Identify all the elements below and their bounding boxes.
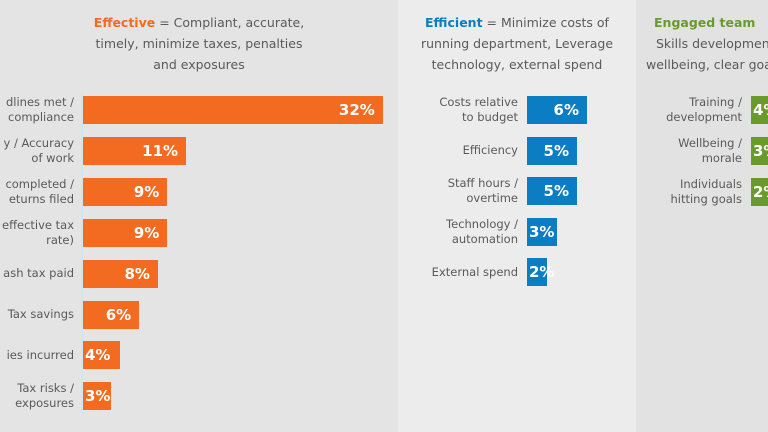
effective-category-label: completed / eturns filed <box>5 177 74 207</box>
engaged-value-label: 4% <box>753 101 768 119</box>
category-label-line: ash tax paid <box>3 266 74 281</box>
category-label-line: effective tax <box>2 217 74 232</box>
category-label-line: hitting goals <box>670 192 742 206</box>
effective-value-label: 6% <box>105 305 132 324</box>
effective-value-label: 11% <box>142 141 179 160</box>
category-label-line: External spend <box>431 264 518 279</box>
effective-bar: 3% <box>83 382 112 411</box>
efficient-bar: 6% <box>527 96 587 124</box>
engaged-category-label: Training / development <box>666 95 742 125</box>
efficient-value-label: 5% <box>543 182 569 201</box>
category-label-line: Training / <box>689 95 742 109</box>
category-label-line: morale <box>701 151 742 165</box>
engaged-subtitle-2: wellbeing, clear goals <box>646 57 768 72</box>
effective-subtitle-2: and exposures <box>153 57 245 72</box>
engaged-category-label: Individuals hitting goals <box>670 177 742 207</box>
effective-category-label: Tax savings <box>8 307 74 322</box>
effective-bar: 11% <box>83 136 187 165</box>
category-label-line: exposures <box>15 396 74 411</box>
effective-axis <box>81 92 83 414</box>
effective-bar: 9% <box>83 218 168 247</box>
category-label-line: development <box>666 110 742 124</box>
category-label-line: overtime <box>466 191 518 206</box>
effective-value-label: 32% <box>338 101 375 119</box>
efficient-value-label: 5% <box>543 141 569 160</box>
effective-subtitle-1: timely, minimize taxes, penalties <box>95 36 303 51</box>
effective-bar: 4% <box>83 341 121 370</box>
efficient-bar: 3% <box>527 217 557 246</box>
efficient-value-label: 2% <box>529 263 555 282</box>
efficient-title: Efficient <box>425 15 483 30</box>
engaged-bar: 3% <box>751 137 768 165</box>
category-label-line: Staff hours / <box>447 176 518 191</box>
effective-bar: 8% <box>83 259 158 288</box>
effective-value-label: 8% <box>124 264 150 283</box>
engaged-bar: 4% <box>751 96 768 124</box>
category-label-line: ies incurred <box>6 347 74 362</box>
engaged-value-label: 2% <box>753 183 768 201</box>
effective-category-label: ash tax paid <box>3 266 74 281</box>
engaged-panel: Engaged team Skills development, wellbei… <box>636 0 768 432</box>
category-label-line: compliance <box>8 110 74 124</box>
efficient-panel: Efficient = Minimize costs of running de… <box>398 0 636 432</box>
engaged-header: Engaged team Skills development, wellbei… <box>636 12 768 75</box>
category-label-line: Individuals <box>680 177 742 191</box>
effective-title-rest: = Compliant, accurate, <box>155 15 305 30</box>
efficient-category-label: Costs relative to budget <box>439 95 518 125</box>
efficient-category-label: Technology / automation <box>446 217 518 247</box>
category-label-line: to budget <box>462 110 518 124</box>
effective-panel: Effective = Compliant, accurate, timely,… <box>0 0 398 432</box>
effective-header: Effective = Compliant, accurate, timely,… <box>0 12 398 75</box>
effective-category-label: effective tax rate) <box>2 218 74 248</box>
efficient-category-label: External spend <box>432 265 518 280</box>
efficient-subtitle-1: running department, Leverage <box>420 36 614 51</box>
engaged-category-label: Wellbeing / morale <box>678 136 742 166</box>
category-label-line: Technology / <box>446 216 518 231</box>
effective-category-label: Tax risks / exposures <box>15 381 74 411</box>
category-label-line: of work <box>31 150 74 165</box>
effective-value-label: 4% <box>85 346 111 365</box>
effective-value-label: 9% <box>133 182 160 201</box>
category-label-line: eturns filed <box>8 191 74 206</box>
category-label-line: Wellbeing / <box>678 136 742 150</box>
efficient-bar: 5% <box>527 136 577 165</box>
efficient-value-label: 6% <box>553 101 579 119</box>
effective-bar: 32% <box>83 96 383 124</box>
effective-category-label: dlines met / compliance <box>6 95 74 125</box>
category-label-line: Costs relative <box>439 95 518 109</box>
effective-category-label: y / Accuracy of work <box>4 136 75 166</box>
efficient-bar: 2% <box>527 258 554 287</box>
category-label-line: completed / <box>5 176 74 191</box>
effective-value-label: 3% <box>85 387 111 406</box>
category-label-line: rate) <box>46 232 74 247</box>
category-label-line: Tax risks / <box>17 381 74 396</box>
efficient-title-rest: = Minimize costs of <box>482 15 609 30</box>
efficient-bar: 5% <box>527 177 577 206</box>
category-label-line: automation <box>451 231 518 246</box>
efficient-subtitle-2: technology, external spend <box>431 57 603 72</box>
category-label-line: Efficiency <box>462 143 518 158</box>
category-label-line: Tax savings <box>7 307 74 321</box>
effective-value-label: 9% <box>133 223 160 242</box>
engaged-bar: 2% <box>751 178 768 206</box>
efficient-header: Efficient = Minimize costs of running de… <box>398 12 636 75</box>
efficient-value-label: 3% <box>529 222 555 241</box>
effective-bar: 6% <box>83 300 140 329</box>
efficient-category-label: Efficiency <box>463 143 518 158</box>
effective-category-label: ies incurred <box>7 348 74 363</box>
effective-bar: 9% <box>83 177 168 206</box>
engaged-title: Engaged team <box>654 15 756 30</box>
engaged-subtitle-1: Skills development, <box>656 36 768 51</box>
effective-title: Effective <box>93 15 156 30</box>
efficient-category-label: Staff hours / overtime <box>448 176 518 206</box>
category-label-line: y / Accuracy <box>3 135 75 150</box>
engaged-value-label: 3% <box>753 142 768 160</box>
category-label-line: dlines met / <box>5 95 74 109</box>
